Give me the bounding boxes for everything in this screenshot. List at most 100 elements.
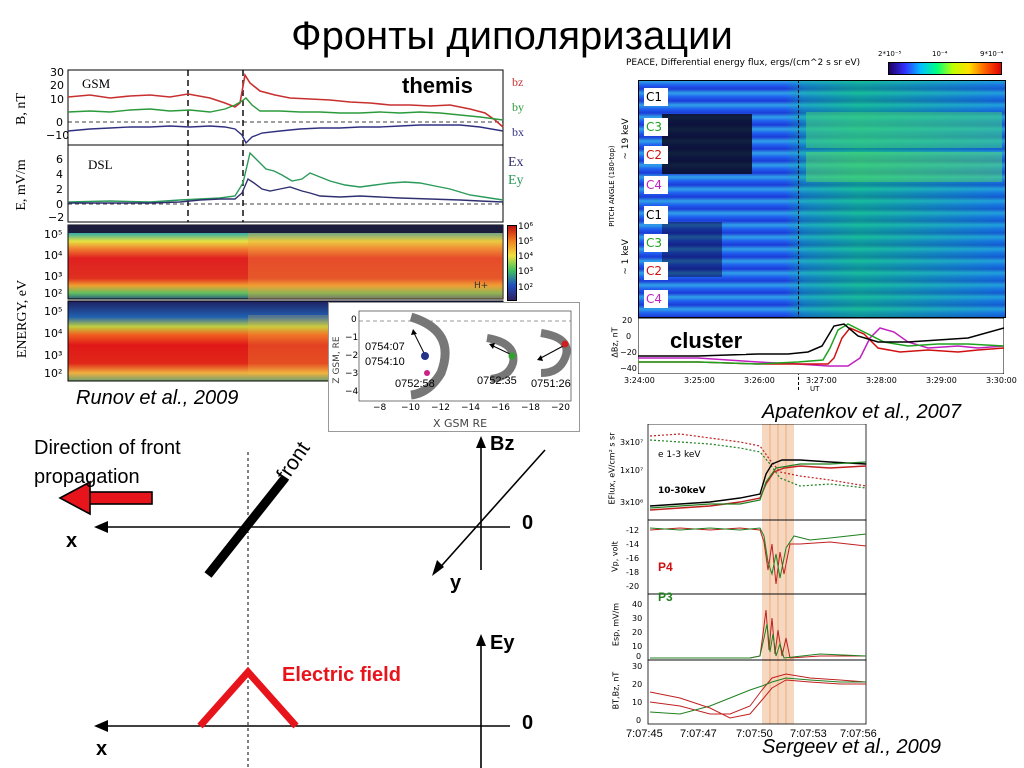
zero-label-bottom: 0 <box>522 712 534 734</box>
sergeev-xtick: 7:07:53 <box>790 728 827 740</box>
sergeev-esp-tick: 30 <box>632 614 643 623</box>
sergeev-eflux-tick: 3x10⁶ <box>620 498 644 507</box>
sergeev-xtick: 7:07:47 <box>680 728 717 740</box>
runov-e-ytick: 4 <box>56 168 63 181</box>
direction-arrow-head <box>58 480 91 516</box>
inset-xtick: −12 <box>431 403 450 413</box>
apatenkov-xtick: 3:25:00 <box>684 376 715 385</box>
apatenkov-bz-ytick: −40 <box>620 364 637 373</box>
apatenkov-figure: PEACE, Differential energy flux, ergs/(c… <box>596 50 1018 393</box>
sergeev-vp-tick: -12 <box>626 526 640 535</box>
sergeev-esp-tick: 0 <box>636 652 642 661</box>
sergeev-xtick: 7:07:50 <box>736 728 773 740</box>
apatenkov-header: PEACE, Differential energy flux, ergs/(c… <box>626 58 861 68</box>
apatenkov-channel-c4b: C4 <box>644 290 668 308</box>
apatenkov-xtick: 3:30:00 <box>986 376 1017 385</box>
apatenkov-energy-bottom: ~ 1 keV <box>621 239 631 275</box>
runov-legend-bx: bx <box>512 125 524 139</box>
runov-themis-label: themis <box>402 73 473 98</box>
front-line <box>204 475 289 578</box>
sergeev-eflux-tick: 1x10⁷ <box>620 466 644 475</box>
sergeev-bt-label: BT,Bz, nT <box>611 671 621 710</box>
runov-energy-ytick: 10³ <box>44 270 63 283</box>
apatenkov-channel-c1b: C1 <box>644 206 668 224</box>
x-axis-label: x <box>66 530 78 552</box>
apatenkov-dark-region <box>662 114 752 174</box>
sergeev-esp-tick: 20 <box>632 628 643 637</box>
apatenkov-channel-c1: C1 <box>644 88 668 106</box>
apatenkov-dashed-marker <box>798 80 799 390</box>
runov-legend-ex: Ex <box>508 155 524 170</box>
apatenkov-pitch-label: PITCH ANGLE (180-top) <box>608 145 616 227</box>
sergeev-bt-tick: 30 <box>632 662 643 671</box>
direction-label: Direction of front propagation <box>34 437 181 488</box>
runov-energy-ytick: 10⁵ <box>44 228 63 241</box>
apatenkov-dark-region <box>662 222 722 277</box>
apatenkov-colorbar-label: 2*10⁻⁵ <box>878 50 902 58</box>
inset-ytick: −1 <box>345 333 359 343</box>
inset-xtick: −16 <box>491 403 510 413</box>
sergeev-probe4-label: P4 <box>658 560 673 574</box>
inset-time-label: 0754:07 <box>365 341 405 353</box>
inset-xlabel: X GSM RE <box>433 417 488 430</box>
sergeev-plot <box>647 423 867 725</box>
apatenkov-channel-c4: C4 <box>644 176 668 194</box>
runov-energy2-ytick: 10⁴ <box>44 327 63 340</box>
apatenkov-bz-ylabel: ΔBz, nT <box>610 327 620 358</box>
sergeev-vp-tick: -16 <box>626 554 640 563</box>
apatenkov-xtick: 3:28:00 <box>866 376 897 385</box>
apatenkov-xtick: 3:27:00 <box>806 376 837 385</box>
y-axis <box>435 449 546 573</box>
apatenkov-bz-ytick: −20 <box>620 348 637 357</box>
sergeev-xtick: 7:07:45 <box>626 728 663 740</box>
inset-xtick: −8 <box>373 403 387 413</box>
apatenkov-energy-top: ~ 19 keV <box>621 118 631 160</box>
apatenkov-xtick: 3:29:00 <box>926 376 957 385</box>
apatenkov-xtick: 3:24:00 <box>624 376 655 385</box>
apatenkov-colorbar-label: 9*10⁻⁴ <box>980 50 1004 58</box>
inset-time-label: 0752:35 <box>477 375 517 387</box>
runov-e-ytick: 2 <box>56 183 63 196</box>
inset-xtick: −20 <box>551 403 570 413</box>
runov-colorbar-tick: 10² <box>518 283 534 293</box>
apatenkov-channel-c3b: C3 <box>644 234 668 252</box>
runov-energy2-ytick: 10³ <box>44 349 63 362</box>
runov-energy-ytick: 10⁴ <box>44 249 63 262</box>
runov-inset: 0 −1 −2 −3 −4 Z GSM, RE 0754:07 0754:10 … <box>328 302 580 432</box>
sergeev-probe3-label: P3 <box>658 590 673 604</box>
runov-legend-bz: bz <box>512 75 524 89</box>
apatenkov-green-band <box>806 152 1002 182</box>
apatenkov-cluster-label: cluster <box>666 328 747 354</box>
runov-b-ytick: 10 <box>50 93 64 106</box>
sergeev-bt-tick: 0 <box>636 716 642 725</box>
runov-plot <box>67 69 504 382</box>
inset-xtick: −18 <box>521 403 540 413</box>
inset-ytick: −2 <box>345 351 359 361</box>
inset-ytick: −3 <box>345 369 359 379</box>
sergeev-vp-tick: -20 <box>626 582 640 591</box>
runov-b-ytick: 30 <box>50 66 64 79</box>
y-axis-arrow <box>432 560 444 576</box>
apatenkov-channel-c3: C3 <box>644 118 668 136</box>
apatenkov-channel-c2b: C2 <box>644 262 668 280</box>
inset-xtick: −10 <box>401 403 420 413</box>
runov-b-ytick: −10 <box>46 129 70 142</box>
inset-ytick: 0 <box>351 315 357 325</box>
runov-colorbar-tick: 10³ <box>518 267 534 277</box>
direction-arrow-body <box>87 491 153 505</box>
runov-b-ytick: 0 <box>56 116 63 129</box>
bz-axis-arrow <box>476 436 486 448</box>
front-schematic <box>58 436 546 768</box>
inset-time-label: 0754:10 <box>365 356 405 368</box>
slide-title: Фронты диполяризации <box>291 14 733 58</box>
efield-label: Electric field <box>282 664 401 686</box>
runov-hplus-label: H+ <box>474 281 489 291</box>
inset-time-label: 0751:26 <box>531 378 571 390</box>
runov-caption: Runov et al., 2009 <box>76 387 239 409</box>
apatenkov-caption: Apatenkov et al., 2007 <box>762 401 962 423</box>
efield-profile <box>197 666 299 729</box>
sergeev-vp-label: Vp, volt <box>610 541 620 572</box>
zero-label-top: 0 <box>522 512 534 534</box>
runov-inset-plot <box>358 310 572 402</box>
runov-energy-ylabel: ENERGY, eV <box>15 279 30 359</box>
